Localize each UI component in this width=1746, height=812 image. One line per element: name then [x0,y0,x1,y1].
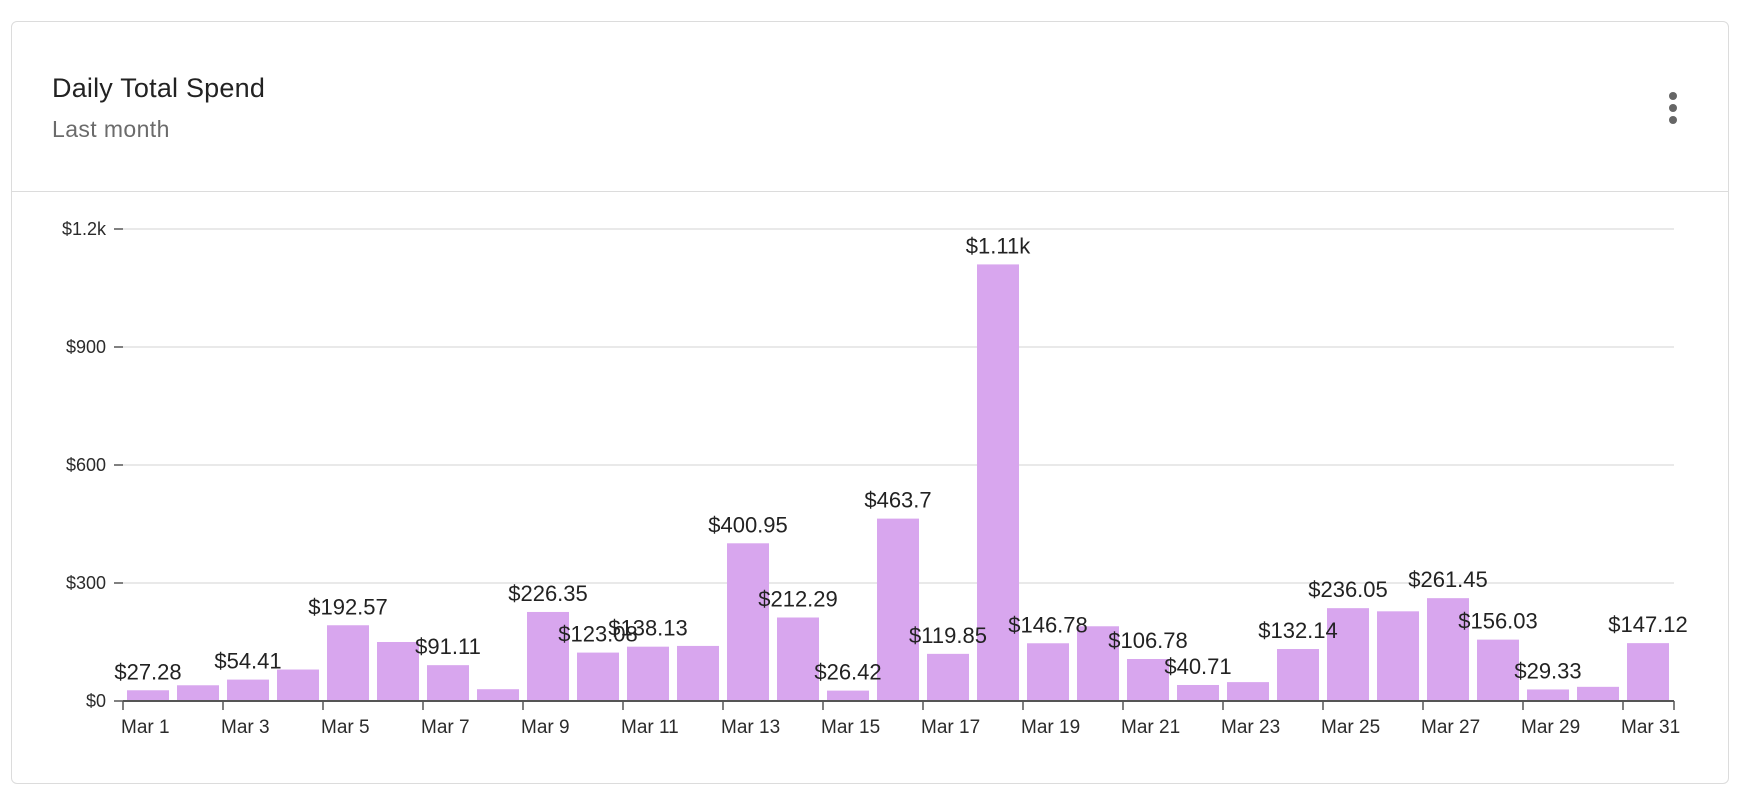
x-tick-label: Mar 23 [1221,717,1280,738]
x-tick-label: Mar 21 [1121,717,1180,738]
data-label: $29.33 [1514,658,1581,683]
chart-title: Daily Total Spend [52,73,266,103]
x-tick-label: Mar 27 [1421,717,1480,738]
x-tick-label: Mar 9 [521,717,570,738]
bar[interactable] [1427,598,1469,701]
bar[interactable] [527,611,569,701]
bar[interactable] [677,645,719,701]
bar[interactable] [1277,649,1319,701]
x-tick-label: Mar 3 [221,717,270,738]
x-tick-label: Mar 11 [621,717,679,738]
bar[interactable] [227,679,269,701]
data-label: $138.13 [608,616,688,641]
y-axis-labels: $0 $300 $600 $900 $1.2k [62,219,107,711]
x-tick-label: Mar 15 [821,717,880,738]
x-tick-label: Mar 19 [1021,717,1080,738]
chart-card: Daily Total Spend Last month [11,21,1729,784]
bar[interactable] [127,690,169,701]
x-tick-label: Mar 1 [121,717,170,738]
bar[interactable] [827,690,869,701]
y-tick-label: $300 [66,573,106,593]
data-label: $54.41 [214,649,281,674]
bar[interactable] [1627,643,1669,701]
more-options-button[interactable] [1657,84,1691,132]
data-label: $400.95 [708,512,788,537]
data-label: $26.42 [814,660,881,685]
data-label: $192.57 [308,594,388,619]
x-tick-label: Mar 31 [1621,717,1680,738]
data-label: $261.45 [1408,567,1488,592]
chart-subtitle: Last month [52,116,170,142]
bar[interactable] [427,665,469,701]
y-tick-label: $1.2k [62,219,107,239]
bar[interactable] [1127,658,1169,701]
y-tick-label: $900 [66,337,106,357]
data-label: $226.35 [508,581,588,606]
bar[interactable] [1077,626,1119,701]
bar[interactable] [1377,611,1419,701]
bar[interactable] [777,617,819,701]
bar[interactable] [927,653,969,701]
bar[interactable] [877,518,919,701]
bar[interactable] [327,625,369,701]
y-tick-label: $600 [66,455,106,475]
data-label: $123.08 [558,622,638,647]
bar[interactable] [1027,643,1069,701]
bar[interactable] [627,646,669,701]
data-label: $146.78 [1008,612,1088,637]
data-label: $147.12 [1608,612,1688,637]
data-label: $236.05 [1308,577,1388,602]
x-tick-label: Mar 17 [921,717,980,738]
bars [127,264,1669,701]
data-label: $463.7 [864,488,931,513]
card-header: Daily Total Spend Last month [12,22,1728,192]
bar[interactable] [277,669,319,701]
x-tick-label: Mar 5 [321,717,370,738]
bar[interactable] [1477,639,1519,701]
bar[interactable] [1327,608,1369,701]
x-tick-label: Mar 29 [1521,717,1580,738]
bar[interactable] [977,264,1019,701]
bar[interactable] [1227,682,1269,701]
x-axis [122,700,1675,710]
bar[interactable] [477,689,519,701]
y-tick-label: $0 [86,691,106,711]
x-tick-label: Mar 7 [421,717,470,738]
x-tick-label: Mar 25 [1321,717,1380,738]
bar[interactable] [1527,689,1569,701]
data-label: $1.11k [966,233,1031,258]
bar[interactable] [577,652,619,701]
data-label: $156.03 [1458,609,1538,634]
bar[interactable] [1177,684,1219,701]
data-label: $212.29 [758,586,838,611]
data-label: $91.11 [415,634,481,659]
bar[interactable] [177,685,219,701]
data-label: $132.14 [1258,618,1338,643]
x-tick-label: Mar 13 [721,717,780,738]
data-label: $119.85 [909,623,987,648]
data-label: $106.78 [1108,628,1188,653]
data-label: $40.71 [1164,654,1231,679]
data-labels: $27.28 $54.41$192.57$91.11$226.35$123.08$… [114,233,1687,684]
data-label: $27.28 [114,659,181,684]
bar[interactable] [1577,686,1619,701]
bar[interactable] [377,642,419,701]
x-axis-labels: Mar 1 Mar 3 Mar 5 Mar 7 Mar 9 Mar 11 Mar 13 Mar… [121,717,1680,738]
bar[interactable] [727,543,769,701]
